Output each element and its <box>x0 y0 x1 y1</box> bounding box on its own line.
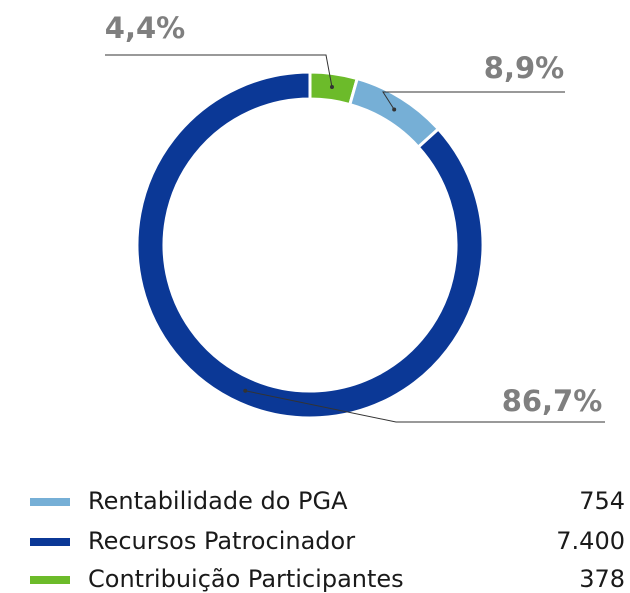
leader-line <box>105 54 333 88</box>
donut-slice <box>135 70 485 420</box>
leader-dot <box>329 85 334 90</box>
percent-label: 4,4% <box>105 11 185 45</box>
percent-label: 86,7% <box>502 384 603 418</box>
leader-dot <box>243 388 248 393</box>
legend-label: Recursos Patrocinador <box>88 527 355 555</box>
percent-label: 8,9% <box>484 51 564 85</box>
legend-swatch <box>30 498 70 506</box>
leader-line <box>245 390 605 423</box>
leader-line <box>382 91 565 110</box>
legend-swatch <box>30 576 70 584</box>
donut-slice <box>347 76 441 150</box>
legend-swatch <box>30 538 70 546</box>
legend-amount: 7.400 <box>556 527 625 555</box>
legend-label: Contribuição Participantes <box>88 565 404 593</box>
legend-amount: 378 <box>579 565 625 593</box>
leader-dot <box>392 107 397 112</box>
legend-label: Rentabilidade do PGA <box>88 487 348 515</box>
legend-amount: 754 <box>579 487 625 515</box>
